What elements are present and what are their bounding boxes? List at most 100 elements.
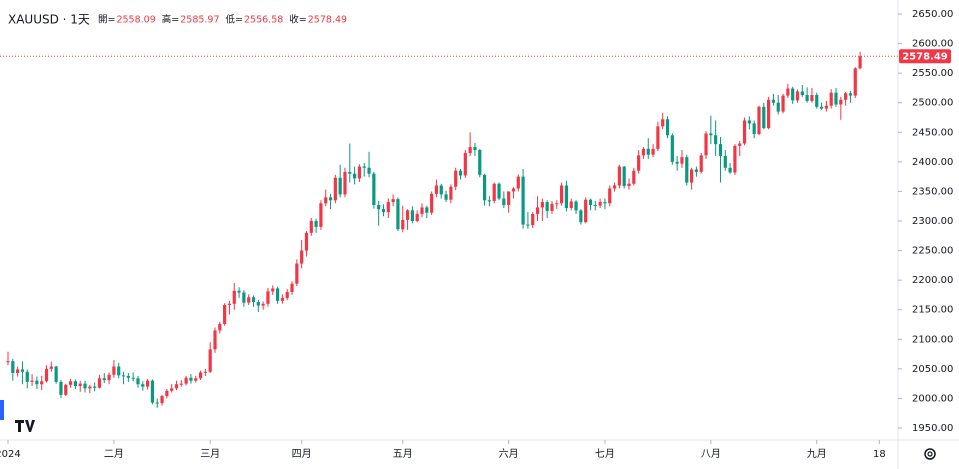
candle-body xyxy=(502,198,506,206)
candle-body xyxy=(112,366,116,375)
candle-body xyxy=(83,383,87,389)
candle-body xyxy=(805,95,809,101)
ohlc-label: 開= xyxy=(98,15,115,26)
candle-body xyxy=(694,169,699,172)
candle-body xyxy=(107,374,111,381)
x-tick-label: 二月 xyxy=(104,448,124,460)
candle-body xyxy=(449,186,453,200)
candle-body xyxy=(256,302,260,306)
candle-body xyxy=(425,207,429,213)
candle-body xyxy=(762,106,766,129)
gear[interactable] xyxy=(924,448,936,460)
x-tick-label: 九月 xyxy=(807,448,827,460)
candle-body xyxy=(343,171,347,195)
candle-body xyxy=(656,126,660,149)
candle-body xyxy=(718,144,723,156)
candle-body xyxy=(531,213,535,226)
candle-body xyxy=(88,386,92,389)
candle-body xyxy=(675,161,679,164)
candle-body xyxy=(608,188,612,204)
candle-body xyxy=(184,377,188,384)
y-tick-label: 2650.00 xyxy=(912,9,953,20)
candle-body xyxy=(588,199,593,206)
candle-body xyxy=(223,304,227,324)
candle-body xyxy=(20,369,25,372)
x-tick-label: 四月 xyxy=(292,448,312,460)
candle-body xyxy=(521,176,525,225)
candle-body xyxy=(593,205,597,207)
settings-icon[interactable] xyxy=(924,448,936,460)
candle-body xyxy=(665,119,670,136)
candle-body xyxy=(381,209,386,213)
candle-body xyxy=(776,102,780,112)
candle-body xyxy=(131,377,135,379)
candle-body xyxy=(348,171,352,174)
candle-body xyxy=(319,203,323,227)
candle-body xyxy=(54,366,58,382)
candle-body xyxy=(97,378,102,388)
candle-body xyxy=(560,185,564,204)
candle-body xyxy=(574,201,578,211)
candle-body xyxy=(637,155,641,171)
candle-body xyxy=(146,380,150,387)
candle-body xyxy=(473,147,477,151)
candle-body xyxy=(247,297,251,303)
candle-body xyxy=(73,381,77,387)
candle-body xyxy=(218,323,222,331)
ohlc-label: 低= xyxy=(226,14,243,26)
candle-body xyxy=(800,91,804,96)
candle-body xyxy=(170,388,174,391)
candle-body xyxy=(627,183,631,187)
candle-body xyxy=(372,173,376,206)
candle-body xyxy=(136,378,140,385)
candle-body xyxy=(338,177,342,195)
candle-body xyxy=(439,185,443,195)
candle-body xyxy=(511,188,516,192)
candle-body xyxy=(280,297,284,301)
candle-body xyxy=(357,166,362,179)
candle-body xyxy=(174,384,179,389)
candle-body xyxy=(733,145,737,173)
y-tick-label: 2600.00 xyxy=(912,39,953,50)
candle-body xyxy=(189,377,193,381)
candle-body xyxy=(434,185,439,194)
candle-body xyxy=(25,371,29,382)
candle-body xyxy=(767,99,771,129)
candle-body xyxy=(30,380,34,382)
candle-body xyxy=(685,157,689,183)
candle-body xyxy=(367,167,371,174)
candle-body xyxy=(35,380,39,385)
candle-body xyxy=(622,166,626,187)
logo-bg xyxy=(10,413,40,437)
candle-body xyxy=(526,224,530,226)
candle-body xyxy=(699,155,703,172)
candle-body xyxy=(353,173,357,179)
candle-body xyxy=(290,283,294,292)
candle-body xyxy=(646,148,650,155)
candle-body xyxy=(160,396,164,404)
candle-body xyxy=(497,183,501,199)
x-tick-label: 七月 xyxy=(595,448,615,460)
last-price-tag xyxy=(899,49,951,64)
candle-body xyxy=(463,152,467,176)
candle-body xyxy=(747,120,751,124)
candle-body xyxy=(834,92,838,105)
candle-body xyxy=(444,194,448,200)
candle-body xyxy=(275,288,280,301)
x-tick-label: 六月 xyxy=(499,448,519,460)
gear-hub[interactable] xyxy=(927,451,933,457)
candle-body xyxy=(362,166,366,168)
candle-body xyxy=(771,99,776,103)
candle-body xyxy=(420,207,424,214)
candle-body xyxy=(213,330,217,350)
candle-body xyxy=(516,176,520,189)
candle-body xyxy=(492,183,496,201)
candle-body xyxy=(848,93,853,96)
candle-body xyxy=(410,210,414,221)
candle-body xyxy=(121,375,126,377)
candle-body xyxy=(386,202,390,213)
candle-body xyxy=(482,174,487,201)
candle-body xyxy=(844,93,848,100)
